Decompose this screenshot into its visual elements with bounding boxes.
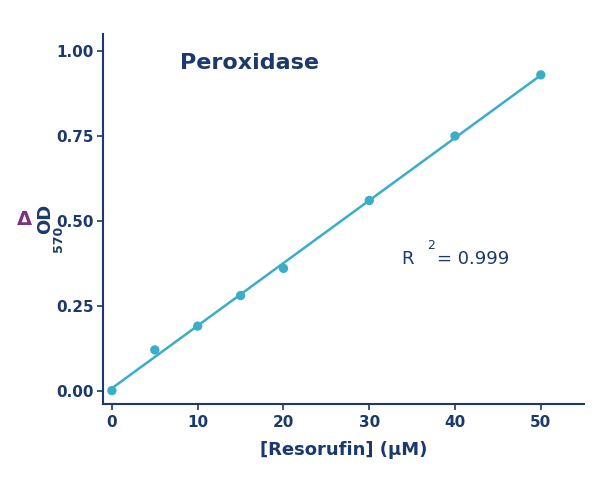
- Text: = 0.999: = 0.999: [437, 249, 510, 267]
- Text: Δ: Δ: [17, 209, 32, 229]
- Text: 570: 570: [52, 225, 66, 252]
- Point: [150, 346, 160, 354]
- Text: R: R: [401, 249, 413, 267]
- Point: [107, 387, 117, 394]
- Point: [278, 264, 288, 272]
- Point: [536, 71, 545, 79]
- X-axis label: [Resorufin] (μM): [Resorufin] (μM): [260, 441, 427, 459]
- Text: OD: OD: [36, 204, 55, 234]
- Point: [236, 292, 246, 300]
- Point: [364, 197, 374, 205]
- Point: [193, 322, 202, 330]
- Text: 2: 2: [427, 239, 435, 252]
- Text: Peroxidase: Peroxidase: [180, 53, 319, 73]
- Point: [450, 132, 460, 140]
